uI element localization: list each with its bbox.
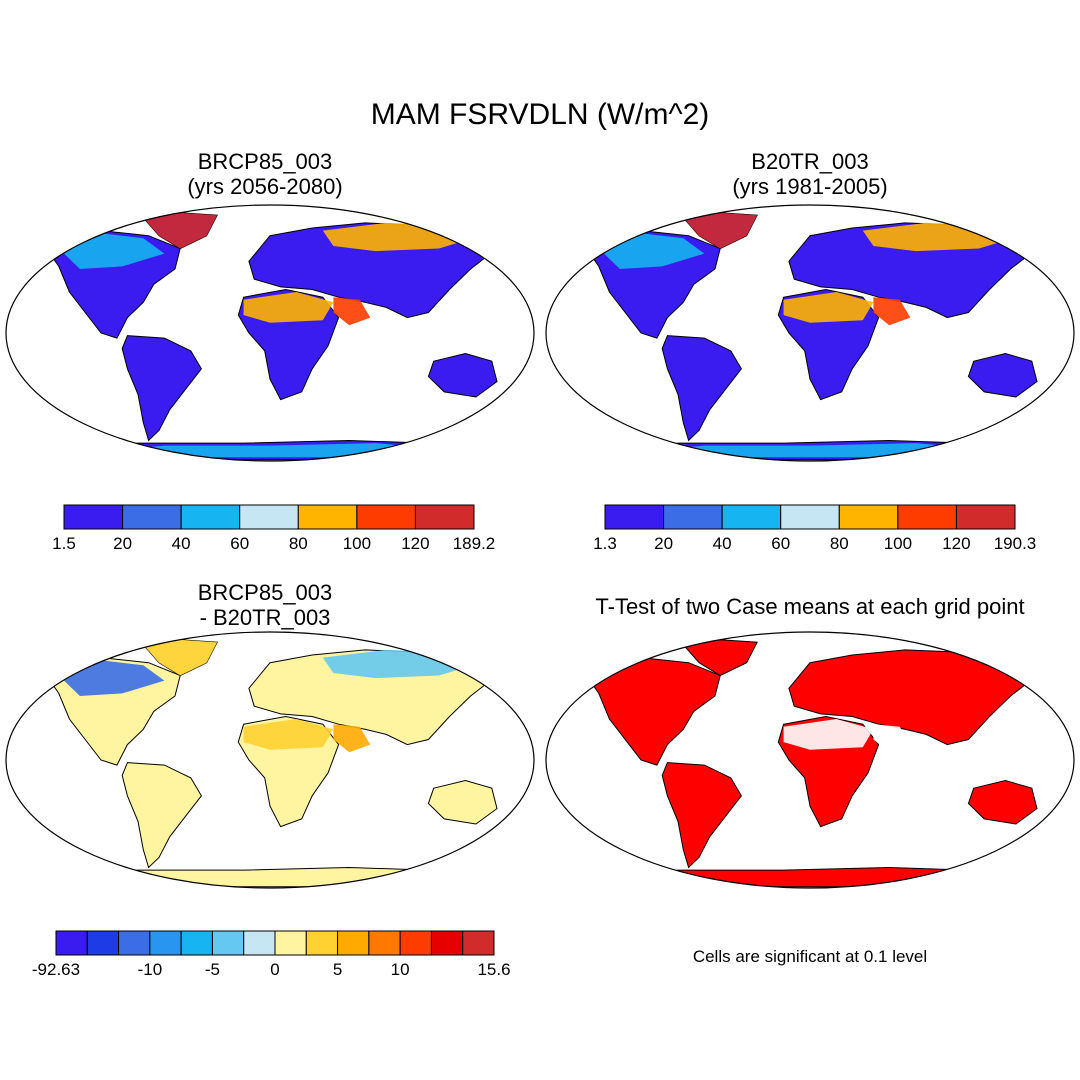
colorbar-swatch (180, 504, 241, 530)
map-panel-1 (5, 204, 535, 462)
colorbar-tick-label: 100 (343, 534, 371, 553)
field-greenland (683, 212, 758, 249)
field-sahara (783, 719, 874, 750)
land-samerica (661, 762, 743, 869)
colorbar-swatch (239, 504, 299, 530)
colorbar-swatch (63, 504, 124, 530)
colorbar-swatch (243, 930, 276, 956)
colorbar-tick-label: 80 (289, 534, 308, 553)
map-border-3 (5, 631, 535, 889)
colorbar-tick-label: 1.5 (52, 534, 76, 553)
colorbar-swatch (297, 504, 358, 530)
colorbar-tick-label: -92.63 (32, 960, 80, 979)
colorbar-swatch (86, 930, 120, 956)
colorbar-tick-label: -10 (138, 960, 163, 979)
field-greenland (143, 639, 218, 676)
colorbar-swatch (356, 504, 416, 530)
colorbar-swatch (399, 930, 432, 956)
map-panel-3 (5, 631, 535, 889)
land-australia (967, 779, 1038, 825)
field-arabia (333, 724, 371, 753)
map-border-2 (545, 204, 1075, 462)
colorbar-tick-label: 80 (830, 534, 849, 553)
land-samerica (121, 335, 203, 442)
field-arabia (873, 297, 911, 326)
colorbar-swatch (604, 504, 665, 530)
significance-note: Cells are significant at 0.1 level (692, 947, 928, 966)
colorbar-3: -92.63 -10 -5 0 5 10 15.6 (32, 930, 511, 979)
colorbar-swatch (780, 504, 840, 530)
figure-title: MAM FSRVDLN (W/m^2) (370, 98, 710, 131)
map-panel-2 (545, 204, 1075, 462)
colorbar-swatch (663, 504, 723, 530)
panel-title-2: B20TR_003 (yrs 1981-2005) (670, 149, 950, 199)
land-australia (967, 352, 1038, 398)
land-antarctica (609, 866, 1011, 888)
colorbar-swatch (180, 930, 213, 956)
field-sahara (783, 292, 874, 323)
panel-title-1: BRCP85_003 (yrs 2056-2080) (125, 149, 405, 199)
map-border-4 (545, 631, 1075, 889)
panel-title-4-line1: T-Test of two Case means at each grid po… (595, 594, 1025, 619)
colorbar-tick-label: 190.3 (994, 534, 1037, 553)
colorbar-tick-label: 60 (771, 534, 790, 553)
colorbar-tick-label: 10 (391, 960, 410, 979)
field-arabia (333, 297, 371, 326)
colorbar-tick-label: 40 (172, 534, 191, 553)
panel-title-4: T-Test of two Case means at each grid po… (545, 594, 1075, 619)
colorbar-tick-label: 15.6 (477, 960, 510, 979)
colorbar-tick-label: 1.3 (593, 534, 617, 553)
colorbar-swatch (118, 930, 151, 956)
colorbar-tick-label: 120 (942, 534, 970, 553)
colorbar-swatch (211, 930, 245, 956)
panel-title-1-line1: BRCP85_003 (197, 149, 333, 174)
colorbar-swatch (430, 930, 464, 956)
land-samerica (661, 335, 743, 442)
colorbar-tick-label: 20 (654, 534, 673, 553)
field-greenland (143, 212, 218, 249)
colorbar-swatch (838, 504, 899, 530)
panel-title-3-line1: BRCP85_003 (197, 580, 333, 605)
colorbar-swatch (149, 930, 182, 956)
colorbar-2: 1.3 20 40 60 80 100 120 190.3 (593, 504, 1037, 553)
land-australia (427, 779, 498, 825)
colorbar-swatch (305, 930, 339, 956)
panel-title-3-line2: - B20TR_003 (199, 605, 331, 630)
colorbar-tick-label: -5 (205, 960, 220, 979)
colorbar-swatch (721, 504, 782, 530)
colorbar-swatch (337, 930, 370, 956)
panel-title-1-line2: (yrs 2056-2080) (187, 174, 343, 199)
land-namerica (587, 657, 721, 766)
land-eurasia (788, 649, 1038, 746)
colorbar-tick-label: 120 (401, 534, 429, 553)
colorbar-tick-label: 189.2 (453, 534, 496, 553)
field-sahara (243, 719, 334, 750)
colorbar-swatch (462, 930, 495, 956)
colorbar-swatch (897, 504, 957, 530)
colorbar-tick-label: 0 (270, 960, 279, 979)
colorbar-1: 1.5 20 40 60 80 100 120 189.2 (52, 504, 496, 553)
field-sahara (243, 292, 334, 323)
colorbar-tick-label: 60 (230, 534, 249, 553)
colorbar-swatch (955, 504, 1016, 530)
colorbar-swatch (274, 930, 307, 956)
map-border-1 (5, 204, 535, 462)
field-arabia (873, 724, 911, 753)
colorbar-swatch (414, 504, 475, 530)
colorbar-swatch (55, 930, 88, 956)
map-panel-4 (545, 631, 1075, 889)
colorbar-swatch (122, 504, 182, 530)
land-samerica (121, 762, 203, 869)
land-australia (427, 352, 498, 398)
panel-title-3: BRCP85_003 - B20TR_003 (125, 580, 405, 630)
colorbar-tick-label: 20 (113, 534, 132, 553)
colorbar-tick-label: 5 (333, 960, 342, 979)
colorbar-swatch (368, 930, 401, 956)
colorbar-tick-label: 40 (713, 534, 732, 553)
panel-title-2-line2: (yrs 1981-2005) (732, 174, 888, 199)
panel-title-2-line1: B20TR_003 (751, 149, 869, 174)
colorbar-tick-label: 100 (884, 534, 912, 553)
